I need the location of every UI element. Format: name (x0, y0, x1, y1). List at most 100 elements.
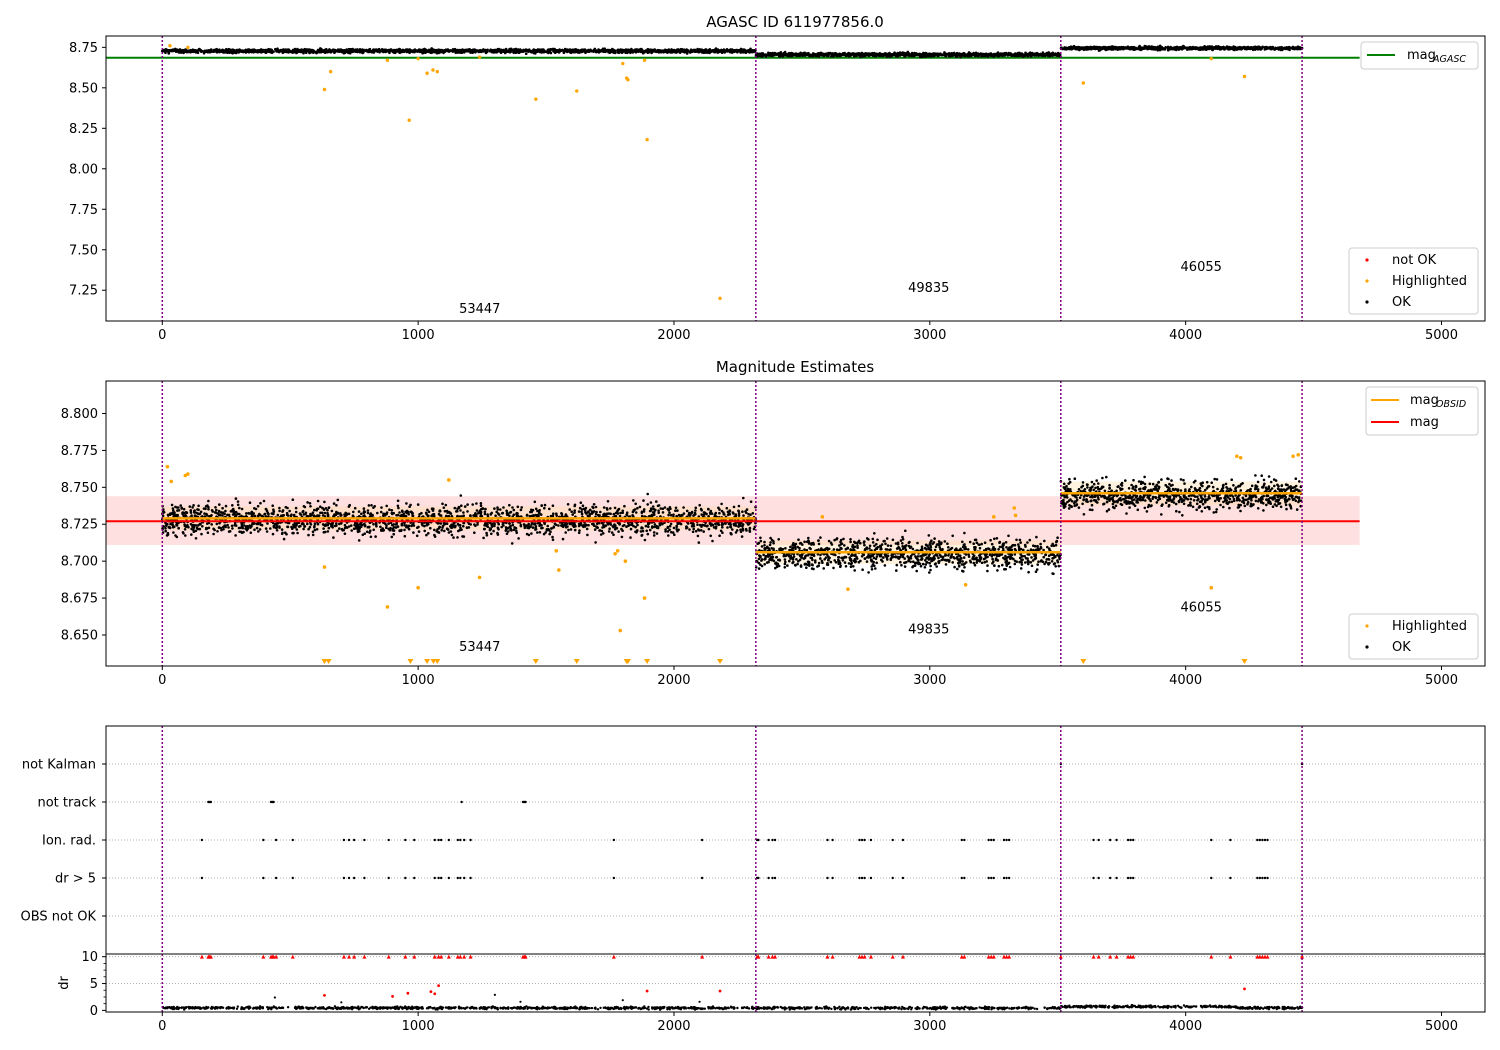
agasc-ok-point (1197, 47, 1201, 51)
agasc-ok-point (462, 49, 466, 52)
estimates-ok-point (667, 513, 670, 517)
agasc-highlighted-point (1209, 56, 1213, 61)
estimates-ok-point (531, 526, 535, 529)
not-ok-legend-label: not OK (1392, 253, 1437, 268)
agasc-ok-point (835, 53, 839, 56)
agasc-ok-point (810, 54, 814, 57)
agasc-ok-point (1268, 47, 1271, 50)
estimates-ok-point (442, 506, 446, 510)
agasc-highlighted-point (1242, 74, 1247, 79)
agasc-ok-point (573, 49, 577, 52)
estimates-ok-point (496, 526, 500, 530)
agasc-ok-point (381, 50, 385, 53)
ok-legend-label: OK (1392, 295, 1411, 310)
estimates-ok-point (668, 511, 671, 515)
agasc-ok-point (1121, 47, 1124, 51)
agasc-ok-point (482, 49, 486, 53)
estimates-ok-point (645, 529, 648, 533)
agasc-ok-point (183, 50, 187, 53)
estimates-ok-point (644, 524, 648, 528)
estimates-ok-point (737, 509, 740, 513)
agasc-point-legend: not OK Highlighted OK (1348, 247, 1479, 315)
agasc-highlighted-point (328, 69, 333, 74)
agasc-ok-point (980, 55, 983, 58)
agasc-ok-point (537, 48, 541, 51)
ok-legend-marker (1365, 300, 1369, 304)
estimates-ok-point (493, 524, 496, 528)
estimates-ok-point (255, 526, 259, 530)
agasc-ok-point (190, 49, 194, 53)
estimates-ok-point (189, 511, 193, 514)
estimates-ok-point (182, 507, 186, 511)
agasc-ok-point (168, 49, 171, 53)
agasc-ok-point (979, 52, 982, 56)
estimates-ok-point (460, 504, 463, 508)
agasc-ok-point (679, 47, 683, 51)
agasc-ok-point (696, 49, 700, 52)
agasc-ok-point (1010, 54, 1013, 57)
estimates-ok-point (561, 537, 565, 541)
agasc-ok-point (749, 47, 752, 51)
estimates-ok-point (525, 532, 529, 536)
agasc-ok-point (847, 51, 850, 55)
agasc-y-tick-label: 7.25 (69, 284, 98, 299)
agasc-ok-point (444, 49, 448, 52)
estimates-ok-point (231, 527, 234, 530)
estimates-ok-point (459, 509, 462, 512)
agasc-ok-point (992, 53, 996, 57)
estimates-ok-point (253, 528, 256, 531)
agasc-ok-point (1290, 46, 1293, 50)
agasc-ok-point (713, 49, 717, 53)
estimates-ok-point (338, 527, 341, 530)
agasc-ok-point (863, 54, 867, 58)
estimates-ok-point (744, 527, 748, 531)
agasc-ok-point (210, 50, 214, 53)
estimates-ok-point (511, 506, 514, 509)
agasc-ok-point (549, 47, 552, 51)
agasc-ok-point (661, 49, 664, 52)
agasc-ok-point (1261, 45, 1264, 49)
agasc-ok-point (374, 48, 378, 51)
agasc-ok-point (611, 49, 615, 52)
estimates-ok-point (246, 525, 249, 528)
agasc-ok-point (783, 50, 787, 54)
agasc-ok-point (708, 50, 712, 53)
estimates-ok-point (512, 528, 516, 532)
agasc-ok-point (760, 53, 763, 57)
agasc-ok-point (882, 53, 885, 57)
agasc-highlighted-point (621, 61, 625, 66)
agasc-highlighted-point (1081, 81, 1086, 85)
estimates-ok-point (742, 514, 745, 517)
agasc-ok-point (1140, 47, 1143, 51)
agasc-highlighted-point (407, 118, 411, 122)
agasc-ok-point (477, 50, 481, 54)
estimates-ok-point (217, 513, 221, 517)
estimates-ok-point (619, 511, 622, 515)
agasc-ok-point (207, 49, 210, 53)
estimates-ok-point (519, 508, 523, 512)
agasc-ok-point (1092, 45, 1095, 49)
estimates-ok-point (483, 527, 487, 531)
estimates-ok-point (306, 522, 309, 526)
agasc-ok-point (1053, 53, 1056, 57)
agasc-ok-point (626, 49, 629, 52)
agasc-y-tick-label: 8.50 (69, 81, 98, 96)
agasc-ok-point (1242, 45, 1246, 49)
agasc-ok-point (522, 49, 525, 53)
agasc-ok-point (265, 50, 269, 53)
agasc-ok-point (213, 49, 216, 53)
mag-agasc-legend-label: mag (1407, 48, 1436, 63)
agasc-ok-point (1233, 47, 1236, 51)
estimates-ok-point (417, 530, 421, 533)
estimates-ok-point (646, 503, 649, 506)
agasc-ok-point (1253, 45, 1257, 49)
agasc-ok-point (682, 48, 686, 51)
agasc-ok-point (784, 53, 787, 57)
estimates-ok-point (479, 504, 483, 508)
estimates-ok-point (649, 501, 653, 504)
agasc-ok-point (1004, 51, 1008, 55)
agasc-ok-point (606, 49, 610, 53)
agasc-ok-point (976, 52, 980, 55)
agasc-ok-point (985, 52, 988, 56)
agasc-ok-point (247, 49, 251, 53)
